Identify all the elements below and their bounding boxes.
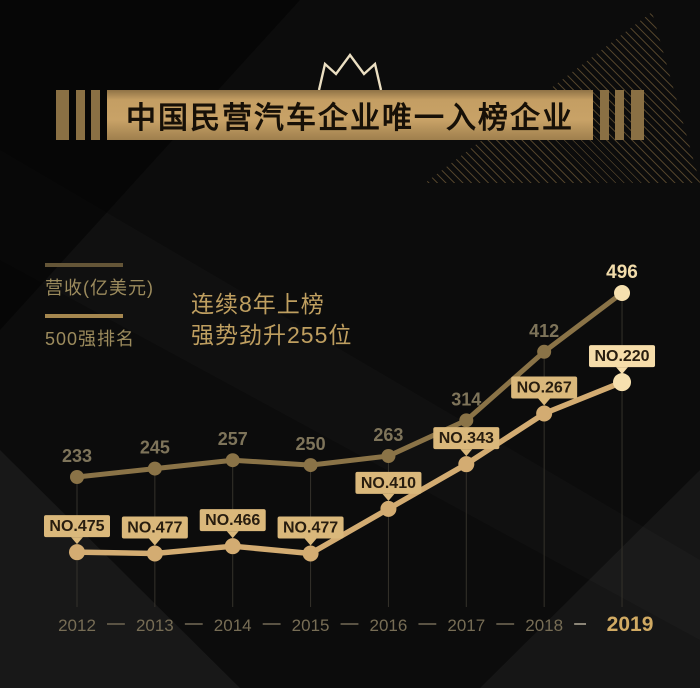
ranking-badge [199,509,266,532]
legend-swatch-revenue [45,263,123,267]
revenue-value-label: 314 [451,389,481,409]
promo-text: 连续8年上榜 强势劲升255位 [191,289,352,351]
ranking-point [224,538,241,555]
ranking-badge-text: NO.477 [127,520,182,537]
ranking-badge-text: NO.466 [205,512,260,529]
ranking-badge-pointer [538,398,551,406]
revenue-value-label: 245 [140,438,170,458]
banner-title: 中国民营汽车企业唯一入榜企业 [107,90,593,140]
legend-label-revenue: 营收(亿美元) [45,278,154,298]
banner-stripe [76,90,85,140]
year-label: 2015 [292,616,330,635]
ranking-badge-pointer [71,537,83,545]
revenue-point [147,461,162,476]
ranking-badge-text: NO.475 [49,518,104,535]
ranking-badge-text: NO.343 [439,430,494,447]
banner-stripe [600,90,609,140]
year-label: 2012 [58,616,96,635]
ranking-line [76,379,624,557]
year-label: 2017 [447,616,485,635]
ranking-badge-pointer [460,449,473,457]
ranking-badge [121,516,188,539]
year-label: 2018 [525,616,563,635]
ranking-badge-text: NO.410 [361,475,416,492]
revenue-value-label: 233 [62,446,92,466]
revenue-point [614,284,631,301]
ranking-point [69,544,85,561]
revenue-value-label: 250 [296,434,326,454]
ranking-point [458,456,475,473]
header-banner: 中国民营汽车企业唯一入榜企业 [0,90,700,140]
ranking-badge [277,516,344,539]
legend-item-revenue: 营收(亿美元) [45,263,154,300]
ranking-point [302,545,319,562]
ranking-badge-pointer [382,493,395,501]
banner-stripe [615,90,624,140]
banner-stripe [91,90,100,140]
ranking-point [380,500,397,517]
legend: 营收(亿美元) 500强排名 [45,263,154,365]
revenue-value-label: 412 [529,321,559,341]
ranking-point [536,405,553,422]
revenue-point [70,469,84,484]
banner-stripe [56,90,69,140]
ranking-badge [511,376,578,399]
revenue-point [225,453,240,468]
ranking-badge [355,471,422,494]
ranking-point [146,545,163,562]
ranking-badge-text: NO.267 [517,380,572,397]
revenue-point [459,413,474,428]
revenue-line [76,291,624,480]
promo-line-1: 连续8年上榜 [191,291,325,317]
year-label: 2014 [214,616,252,635]
revenue-value-label: 263 [373,425,403,445]
ranking-badge-text: NO.220 [594,348,649,365]
legend-swatch-ranking [45,314,123,318]
ranking-badge [44,515,110,538]
revenue-value-label: 496 [606,262,638,283]
year-label: 2013 [136,616,174,635]
banner-stripe [631,90,644,140]
ranking-badge-text: NO.477 [283,520,338,537]
legend-label-ranking: 500强排名 [45,329,136,349]
ranking-badge [433,427,500,450]
ranking-badge-pointer [148,538,161,546]
ranking-badge-pointer [226,531,239,539]
revenue-point [381,449,396,464]
ranking-badge-pointer [616,367,629,375]
revenue-point [303,458,318,473]
crown-icon [317,53,383,91]
promo-line-2: 强势劲升255位 [191,322,353,348]
ranking-badge-pointer [304,538,317,546]
ranking-point [613,373,632,392]
year-label: 2016 [370,616,408,635]
revenue-value-label: 257 [218,429,248,449]
legend-item-ranking: 500强排名 [45,314,154,351]
year-label: 2019 [607,613,654,636]
ranking-badge [589,345,656,368]
revenue-point [537,344,552,359]
